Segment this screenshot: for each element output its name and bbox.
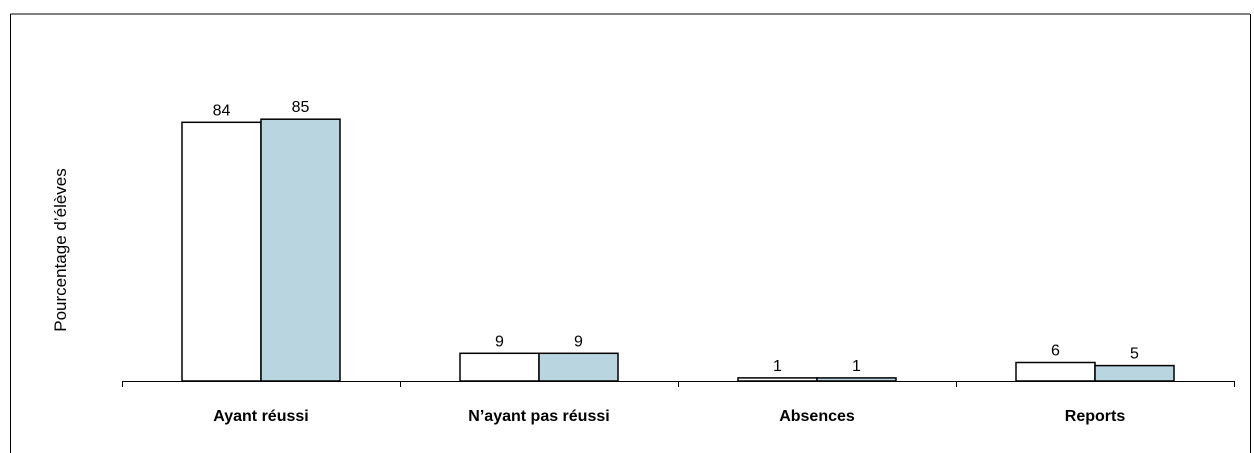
bar-series-1-reports [1015,361,1096,382]
bar-series-2-ayant-r-ussi [260,118,341,382]
plot-area: 84 85 Ayant réussi 9 9 N’ayant pas réussi 1 1 Ab… [122,99,1235,425]
data-label: 6 [1051,343,1060,360]
bar-series-2-n-ayant-pas-r-ussi [538,352,619,382]
bar-series-1-n-ayant-pas-r-ussi [459,352,540,382]
x-tick-label: Absences [779,408,855,425]
data-label: 5 [1130,346,1139,363]
bar-series-1-absences [737,377,818,382]
data-label: 1 [852,358,861,375]
bar-series-2-absences [816,377,897,382]
data-label: 9 [574,333,583,350]
data-label: 84 [213,102,231,119]
bar-series-1-ayant-r-ussi [181,121,262,382]
x-tick-label: Reports [1065,408,1126,425]
data-label: 85 [292,99,310,116]
x-tick-label: N’ayant pas réussi [468,408,609,425]
data-label: 1 [773,358,782,375]
x-tick-label: Ayant réussi [213,408,308,425]
bar-series-2-reports [1094,364,1175,382]
y-axis-label: Pourcentage d’élèves [51,168,70,332]
data-label: 9 [495,333,504,350]
